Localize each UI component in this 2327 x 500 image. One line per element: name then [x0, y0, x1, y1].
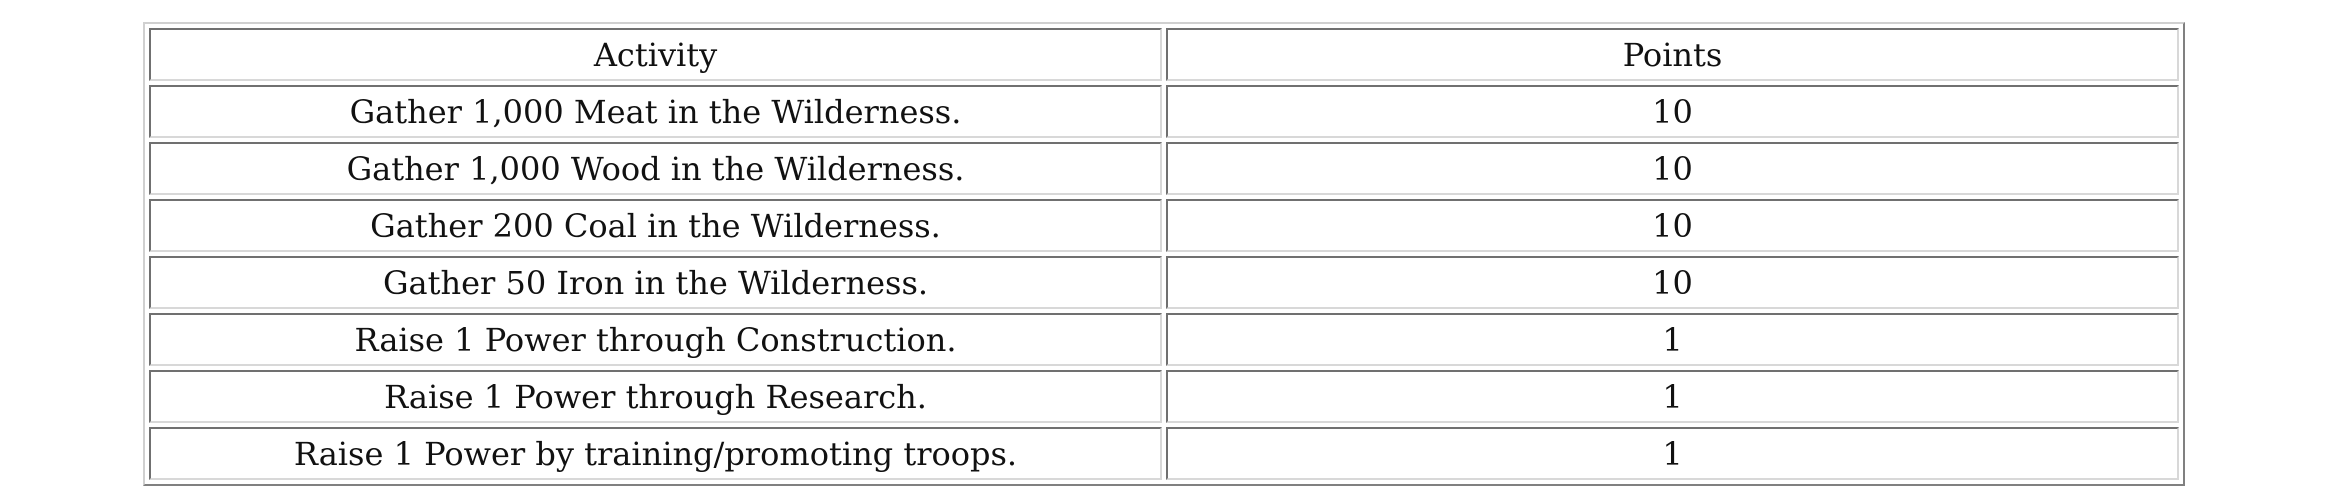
points-cell: 10 — [1166, 142, 2179, 195]
header-activity: Activity — [149, 28, 1162, 81]
points-cell: 1 — [1166, 427, 2179, 480]
activity-cell: Gather 50 Iron in the Wilderness. — [149, 256, 1162, 309]
points-cell: 10 — [1166, 85, 2179, 138]
table-row: Gather 1,000 Wood in the Wilderness. 10 — [149, 142, 2179, 195]
header-points: Points — [1166, 28, 2179, 81]
activity-cell: Gather 200 Coal in the Wilderness. — [149, 199, 1162, 252]
table-row: Gather 200 Coal in the Wilderness. 10 — [149, 199, 2179, 252]
header-row: Activity Points — [149, 28, 2179, 81]
points-cell: 10 — [1166, 256, 2179, 309]
table-row: Raise 1 Power by training/promoting troo… — [149, 427, 2179, 480]
table-row: Raise 1 Power through Research. 1 — [149, 370, 2179, 423]
points-cell: 1 — [1166, 313, 2179, 366]
points-cell: 1 — [1166, 370, 2179, 423]
table-row: Gather 50 Iron in the Wilderness. 10 — [149, 256, 2179, 309]
table-row: Raise 1 Power through Construction. 1 — [149, 313, 2179, 366]
activity-cell: Raise 1 Power through Construction. — [149, 313, 1162, 366]
activity-cell: Gather 1,000 Meat in the Wilderness. — [149, 85, 1162, 138]
activity-cell: Raise 1 Power through Research. — [149, 370, 1162, 423]
activity-points-table: Activity Points Gather 1,000 Meat in the… — [143, 22, 2185, 486]
activity-cell: Gather 1,000 Wood in the Wilderness. — [149, 142, 1162, 195]
activity-cell: Raise 1 Power by training/promoting troo… — [149, 427, 1162, 480]
table-row: Gather 1,000 Meat in the Wilderness. 10 — [149, 85, 2179, 138]
points-cell: 10 — [1166, 199, 2179, 252]
